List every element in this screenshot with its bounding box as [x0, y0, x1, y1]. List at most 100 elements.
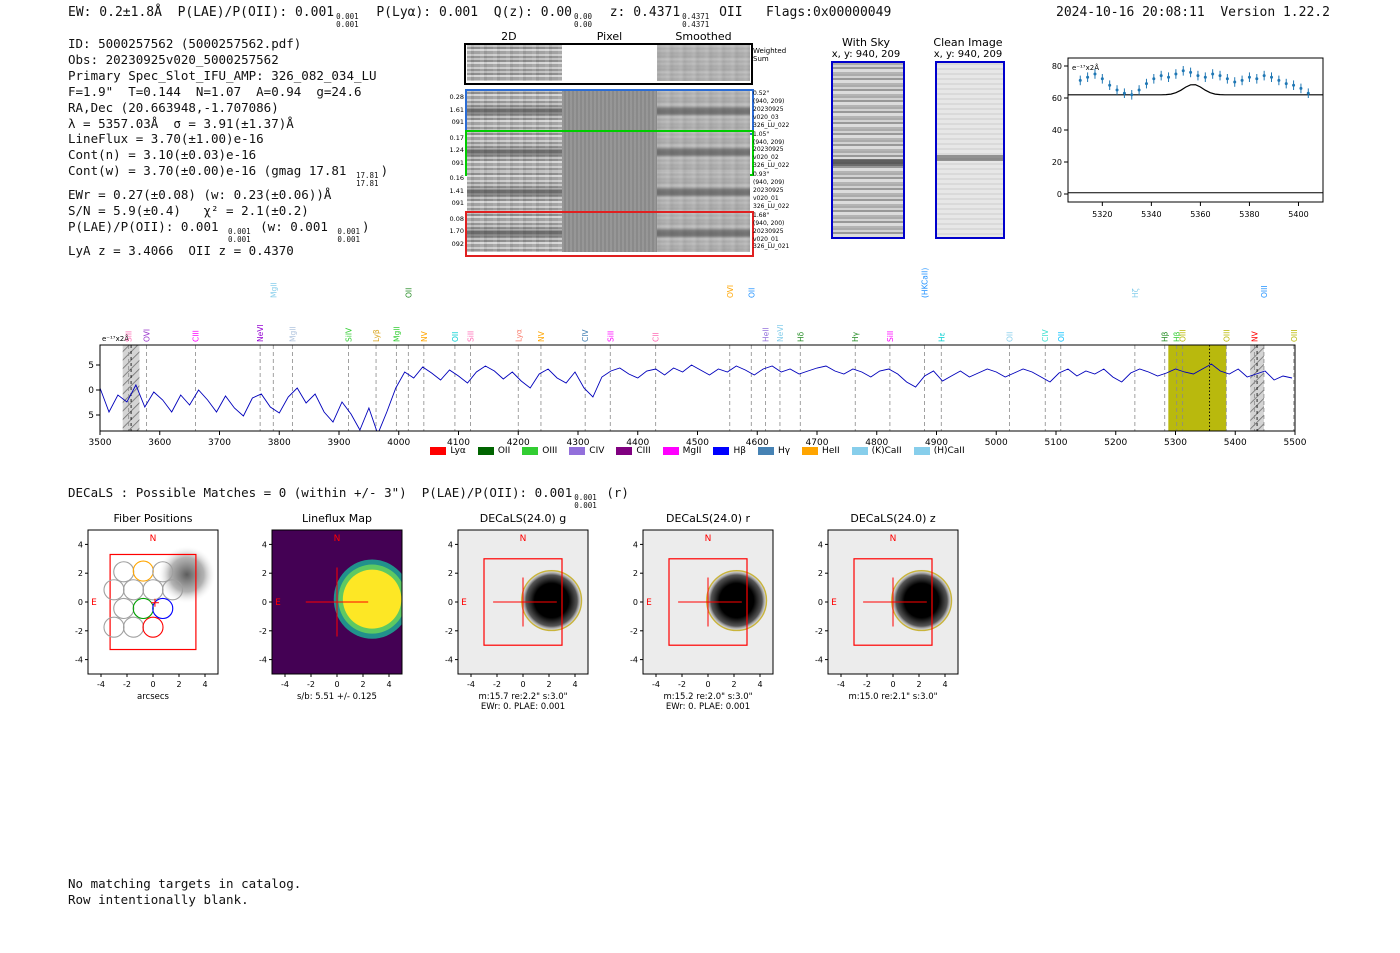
info-line: RA,Dec (20.663948,-1.707086) [68, 100, 388, 116]
compass-north-label: N [705, 534, 712, 544]
info-line: Cont(n) = 3.10(±0.03)e-16 [68, 147, 388, 163]
row-annotation-line: (940, 209) [753, 138, 785, 146]
x-tick-label: 2 [360, 680, 365, 689]
weighted-sum-label-line: Sum [753, 55, 769, 63]
x-tick-label: 4 [942, 680, 947, 689]
image-texture [467, 211, 562, 252]
text-segment: DECaLS : Possible Matches = 0 (within +/… [68, 485, 573, 500]
x-tick-label: 4 [757, 680, 762, 689]
row-pixel-flat-image [562, 130, 657, 171]
image-texture [562, 211, 657, 252]
data-point [1299, 86, 1303, 90]
spectral-trace [467, 130, 562, 171]
weighted-sum-label: Weighted Sum [753, 47, 786, 63]
row-left-metrics: 0.28 1.61 091 [438, 91, 464, 129]
ifu-target-square [483, 558, 563, 646]
row-annotation-line: 326_LU_022 [753, 121, 790, 129]
row-left-metrics: 0.08 1.70 092 [438, 213, 464, 251]
cutout-decals-panel: DECaLS(24.0) g N E -4 -4 -2 -2 0 0 2 2 4 4 m:15.7 re:… [445, 512, 589, 712]
row-smoothed-image [657, 211, 750, 252]
data-point [1181, 69, 1185, 73]
y-tick-label: 75 [88, 361, 94, 371]
text-segment: P(Lyα): 0.001 Q(z): 0.00 [360, 5, 573, 20]
row-left-metrics: 0.16 1.41 091 [438, 172, 464, 210]
text-segment: Obs: 20230925v020_5000257562 [68, 51, 279, 67]
data-point [1189, 70, 1193, 74]
text-segment: P(LAE)/P(OII): 0.001 [68, 219, 227, 235]
data-point [1100, 77, 1104, 81]
data-point [1174, 72, 1178, 76]
clean-image [935, 61, 1005, 239]
row-metric-value: 1.41 [449, 186, 464, 195]
legend-label: OII [497, 446, 511, 456]
data-point [1167, 75, 1171, 79]
stacked-uncertainty: 0.00 0.00 [574, 12, 593, 29]
column-header: Smoothed [675, 30, 732, 43]
text-segment: z: 0.4371 [594, 5, 681, 20]
row-metric-value: 0.08 [449, 214, 464, 223]
row-2d-spec-image [467, 90, 562, 130]
spectral-line-label: SiII [886, 331, 895, 342]
fiber-circle [152, 597, 174, 620]
data-point [1262, 74, 1266, 78]
object-info-block: ID: 5000257562 (5000257562.pdf) Obs: 2023… [68, 36, 388, 259]
text-segment: (w: 0.001 [252, 219, 336, 235]
row-2d-spec-image [467, 211, 562, 252]
weighted-pixel-flat-image [562, 45, 657, 81]
header-timestamp: 2024-10-16 20:08:11 Version 1.22.2 [1056, 5, 1330, 20]
with-sky-texture [833, 63, 903, 237]
flux-unit-label: e⁻¹⁷x2Å [102, 334, 129, 343]
x-tick-label: 5000 [985, 438, 1008, 446]
x-tick-label: 4700 [806, 438, 829, 446]
neighbor-source-blob [158, 546, 216, 604]
spectral-line-label: (HKCaII) [921, 268, 930, 298]
data-point [1122, 91, 1126, 95]
spectral-line-label: OII [1005, 332, 1014, 342]
x-tick-label: 4000 [387, 438, 410, 446]
stacked-uncertainty: 17.81 17.81 [355, 171, 379, 188]
x-tick-label: 4900 [925, 438, 948, 446]
data-point [1240, 78, 1244, 82]
info-line: Cont(w) = 3.70(±0.00)e-16 (gmag 17.81 17… [68, 163, 388, 187]
clean-image-coords: x, y: 940, 209 [933, 49, 1003, 60]
image-texture [467, 171, 562, 212]
legend-item: MgII [662, 446, 701, 456]
row-annotation-line: 326_LU_021 [753, 243, 790, 251]
x-tick-label: 0 [890, 680, 895, 689]
row-annotation-line: v020_01 [753, 194, 779, 202]
aperture-circle [706, 569, 768, 632]
spectral-line-label: NV [537, 330, 546, 342]
info-line: ID: 5000257562 (5000257562.pdf) [68, 36, 388, 52]
data-point [1093, 72, 1097, 76]
x-tick-label: 5400 [1288, 210, 1308, 219]
stacked-uncertainty: 0.001 0.001 [228, 227, 251, 244]
legend-label: Hβ [733, 446, 746, 456]
x-tick-label: -4 [837, 680, 845, 689]
line-fit-zoom-plot: 0 20 40 60 80 5320 5340 5360 5380 5400 e⁻¹⁷x2Å [1052, 57, 1324, 219]
x-tick-label: 2 [731, 680, 736, 689]
row-annotation-line: 0.93" [753, 171, 770, 179]
x-tick-label: 0 [520, 680, 525, 689]
row-annotation-line: (940, 209) [753, 97, 785, 105]
row-annotation-line: (940, 200) [753, 219, 785, 227]
row-2d-spec-image [467, 130, 562, 171]
x-tick-label: -4 [281, 680, 289, 689]
text-segment: ) [362, 219, 370, 235]
footer-line: Row intentionally blank. [68, 891, 249, 907]
spectral-line-label: Lyβ [372, 329, 381, 342]
panel-caption: m:15.7 re:2.2" s:3.0" [478, 692, 567, 702]
lineflux-blob-layer [342, 569, 402, 629]
spectral-line-label: NeVI [776, 324, 785, 342]
legend-item: Hγ [757, 446, 790, 456]
galaxy-blob [705, 569, 768, 632]
x-tick-label: 4 [386, 680, 391, 689]
data-point [1218, 74, 1222, 78]
full-spectrum-plot: 3500 3600 3700 3800 3900 4000 4100 4200 4300 4400… [88, 268, 1307, 446]
spectral-line-label: OIII [1222, 329, 1231, 342]
stacked-uncertainty: 0.001 0.001 [337, 227, 360, 244]
y-tick-label: -4 [445, 656, 453, 665]
text-segment: EWr = 0.27(±0.08) (w: 0.23(±0.06))Å [68, 187, 332, 203]
compass-north-label: N [520, 534, 527, 544]
y-tick-label: 4 [78, 540, 83, 549]
image-texture [562, 130, 657, 171]
